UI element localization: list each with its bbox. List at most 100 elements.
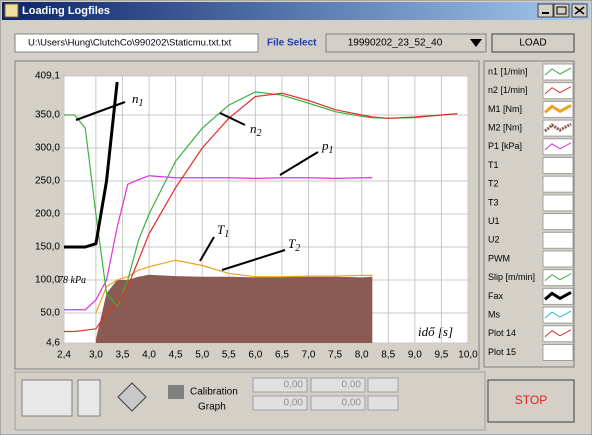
x-tick-label: 9,5 xyxy=(434,350,448,361)
annotation-sub: 1 xyxy=(329,145,334,156)
legend-label: n1 [1/min] xyxy=(488,66,528,76)
series-line xyxy=(64,81,119,249)
file-dropdown[interactable] xyxy=(325,33,487,53)
calibration-label: Calibration xyxy=(190,387,238,398)
legend-swatch-box xyxy=(542,231,574,249)
window-title: Loading Logfiles xyxy=(22,5,110,17)
field-extra xyxy=(367,395,399,411)
y-tick-label: 100,0 xyxy=(35,275,60,286)
legend-label: U2 xyxy=(488,235,500,245)
legend-label: Ms xyxy=(488,309,500,319)
legend-label: T1 xyxy=(488,160,499,170)
y-tick-label: 250,0 xyxy=(35,176,60,187)
x-tick-label: 5,0 xyxy=(195,350,209,361)
leader-line xyxy=(279,151,319,176)
x-tick-label: 5,5 xyxy=(222,350,236,361)
legend-swatch xyxy=(544,291,572,301)
series-area xyxy=(95,274,373,343)
x-tick-label: 4,5 xyxy=(169,350,183,361)
annotation-sub: 1 xyxy=(139,98,144,109)
numeric-value: 0,00 xyxy=(284,380,304,391)
legend-swatch-box xyxy=(542,344,574,361)
annotation-text: T xyxy=(288,236,296,251)
legend-swatch-box xyxy=(542,175,574,193)
file-path-field[interactable] xyxy=(14,33,259,53)
legend-swatch-box xyxy=(542,63,574,81)
numeric-field[interactable] xyxy=(252,395,308,411)
legend-label: Fax xyxy=(488,291,504,301)
annotation: 78 kPa xyxy=(58,275,86,286)
legend-swatch-box xyxy=(542,213,574,231)
x-tick-label: 10,0 xyxy=(458,350,478,361)
x-tick-label: 7,0 xyxy=(302,350,316,361)
legend-swatch xyxy=(544,329,572,338)
x-tick-label: 8,5 xyxy=(381,350,395,361)
y-tick-label: 350,0 xyxy=(35,110,60,121)
numeric-value: 0,00 xyxy=(342,398,362,409)
annotation: n2 xyxy=(250,121,262,139)
load-button[interactable] xyxy=(491,33,575,53)
leader-line xyxy=(199,236,215,262)
legend-label: M1 [Nm] xyxy=(488,104,522,114)
legend-swatch-box xyxy=(542,325,574,343)
annotation-text: n xyxy=(250,121,257,136)
stop-button[interactable] xyxy=(487,379,575,423)
x-tick-label: 8,0 xyxy=(355,350,369,361)
legend-swatch xyxy=(544,67,572,76)
annotation-sub: 1 xyxy=(224,229,229,240)
legend-swatch xyxy=(544,122,572,133)
numeric-value: 0,00 xyxy=(342,380,362,391)
graph-label: Graph xyxy=(198,402,226,413)
annotation: n1 xyxy=(132,91,144,109)
legend-swatch xyxy=(544,86,572,95)
selected-file: 19990202_23_52_40 xyxy=(348,38,443,49)
annotation-text: 78 kPa xyxy=(58,275,86,286)
y-tick-label: 150,0 xyxy=(35,242,60,253)
legend-swatch-box xyxy=(542,138,574,156)
graph-tools[interactable] xyxy=(21,379,184,417)
x-tick-label: 6,5 xyxy=(275,350,289,361)
series-line xyxy=(64,92,458,333)
legend-swatch xyxy=(544,142,572,151)
legend-swatch xyxy=(544,273,572,282)
field-extra xyxy=(367,377,399,393)
window-buttons[interactable] xyxy=(537,3,588,18)
annotation-sub: 2 xyxy=(257,128,262,139)
y-tick-label: 50,0 xyxy=(41,308,61,319)
legend-swatch-box xyxy=(542,306,574,324)
legend-label: P1 [kPa] xyxy=(488,141,522,151)
legend-swatch-box xyxy=(542,269,574,287)
y-tick-label: 300,0 xyxy=(35,143,60,154)
file-path: U:\Users\Hung\ClutchCo\990202\Staticmu.t… xyxy=(28,38,232,49)
y-tick-label: 409,1 xyxy=(35,71,60,82)
numeric-field[interactable] xyxy=(310,395,366,411)
numeric-field[interactable] xyxy=(310,377,366,393)
legend-label: PWM xyxy=(488,253,510,263)
annotation: T1 xyxy=(217,222,229,240)
leader-line xyxy=(219,112,246,126)
x-tick-label: 7,5 xyxy=(328,350,342,361)
leader-line xyxy=(75,101,126,121)
legend-label: U1 xyxy=(488,216,500,226)
annotation-text: p xyxy=(321,138,329,153)
dropdown-arrow xyxy=(470,39,482,47)
annotation: p1 xyxy=(321,138,334,156)
annotation-text: n xyxy=(132,91,139,106)
leader-line xyxy=(221,249,286,271)
legend-label: Plot 15 xyxy=(488,347,516,357)
legend-label: n2 [1/min] xyxy=(488,85,528,95)
x-tick-label: 2,4 xyxy=(57,350,71,361)
legend-swatch-box xyxy=(542,250,574,268)
x-tick-label: 9,0 xyxy=(408,350,422,361)
legend-label: Plot 14 xyxy=(488,328,516,338)
legend-swatch-box xyxy=(542,157,574,174)
app-icon xyxy=(4,3,19,18)
series-line xyxy=(64,175,373,311)
load-label: LOAD xyxy=(519,38,546,49)
legend-swatch-box xyxy=(542,82,574,100)
numeric-value: 0,00 xyxy=(284,398,304,409)
numeric-field[interactable] xyxy=(252,377,308,393)
legend-swatch-box xyxy=(542,194,574,212)
